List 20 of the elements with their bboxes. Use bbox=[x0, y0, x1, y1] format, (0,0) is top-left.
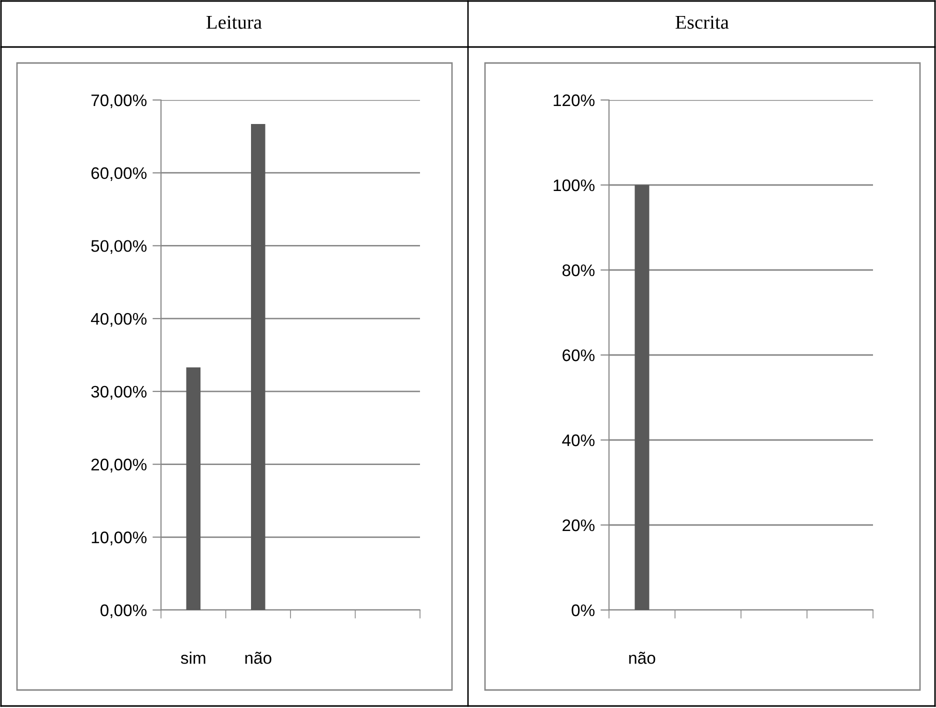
y-tick-label: 0,00% bbox=[100, 604, 147, 618]
y-tick-label: 120% bbox=[554, 94, 595, 106]
y-tick-label: 70,00% bbox=[91, 94, 147, 108]
y-tick-label: 50,00% bbox=[91, 240, 147, 254]
y-tick-label: 60% bbox=[562, 349, 595, 362]
chart-title: Escrita bbox=[676, 16, 729, 29]
y-tick-label: 10,00% bbox=[92, 532, 147, 546]
y-tick-label: 0% bbox=[572, 604, 595, 616]
y-tick-label: 30,00% bbox=[91, 386, 147, 400]
x-tick-label: não bbox=[245, 652, 272, 664]
chart-title: Leitura bbox=[206, 16, 262, 29]
y-tick-label: 60,00% bbox=[91, 167, 147, 182]
y-tick-label: 100% bbox=[554, 179, 595, 192]
y-tick-label: 20,00% bbox=[91, 458, 147, 472]
y-tick-label: 20% bbox=[562, 519, 595, 532]
x-tick-label: sim bbox=[180, 652, 206, 664]
y-tick-label: 40,00% bbox=[90, 312, 147, 327]
y-tick-label: 40% bbox=[562, 434, 595, 446]
x-tick-label: não bbox=[629, 652, 656, 664]
y-tick-label: 80% bbox=[562, 264, 595, 276]
